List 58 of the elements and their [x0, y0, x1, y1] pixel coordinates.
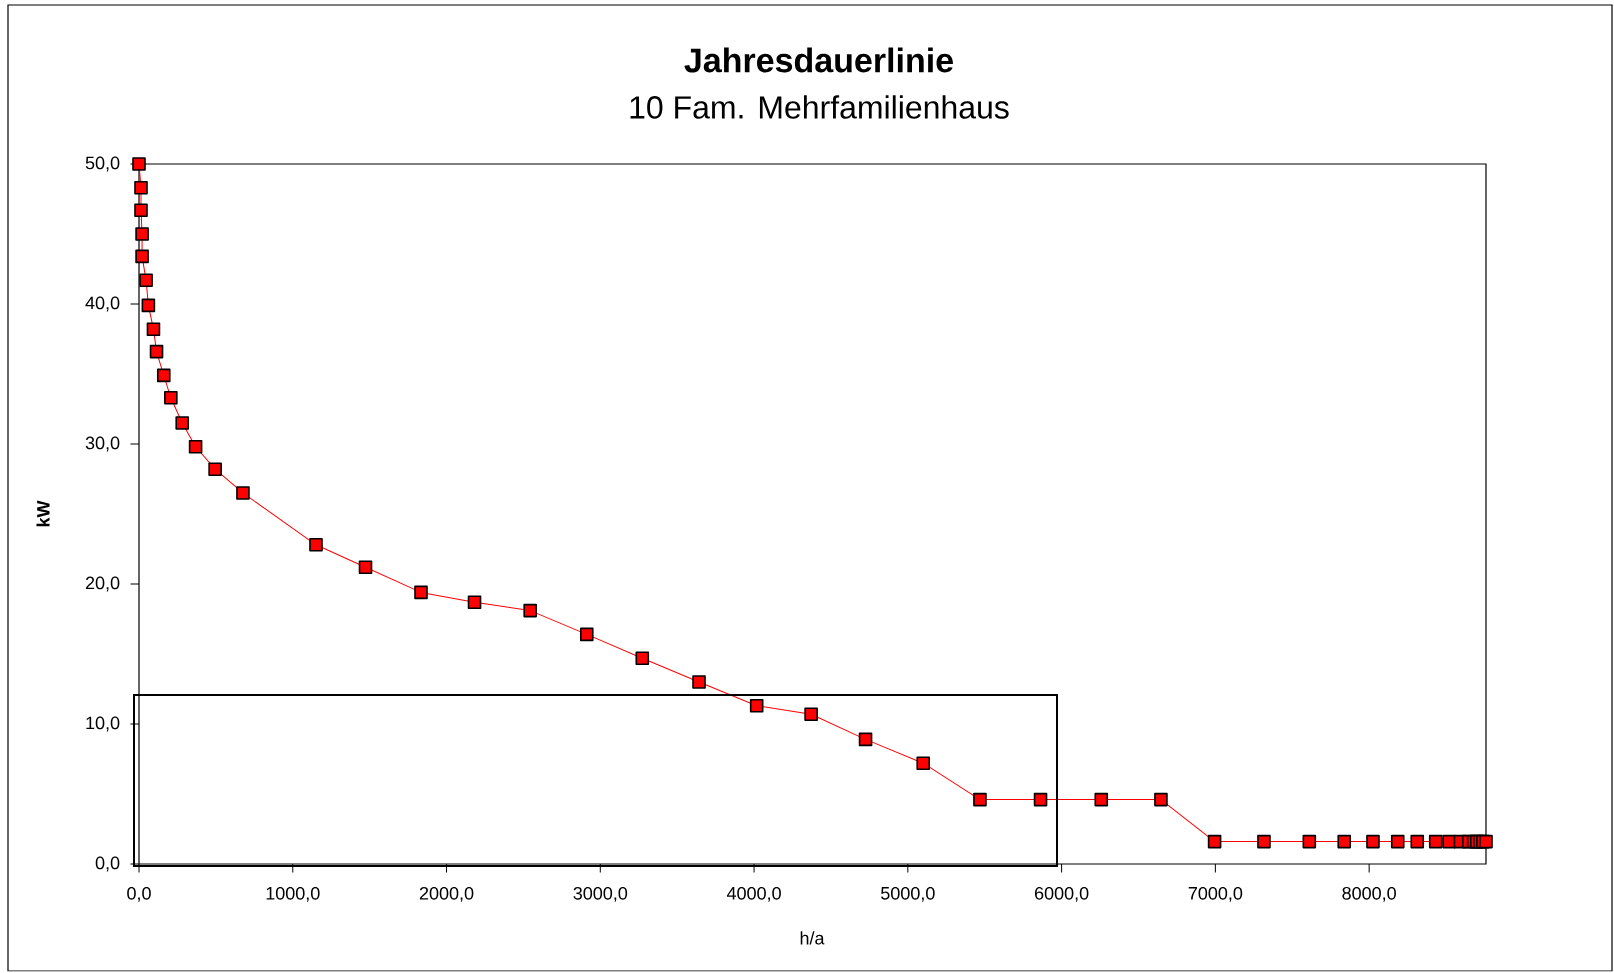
- point: [467, 595, 482, 609]
- point: [858, 732, 873, 747]
- x-axis-title: h/a: [800, 931, 825, 945]
- point: [134, 203, 148, 217]
- point: [1410, 834, 1425, 849]
- point: [1428, 834, 1443, 849]
- chart-subtitle: 10 Fam. Mehrfamilienhaus: [630, 95, 1009, 119]
- y-tick-label: 50,0: [85, 156, 120, 172]
- point: [1154, 792, 1168, 807]
- x-tick-label: 3000,0: [573, 886, 628, 902]
- point: [1257, 834, 1271, 849]
- point: [1094, 792, 1109, 807]
- y-tick-label: 30,0: [85, 436, 120, 452]
- point: [236, 486, 250, 500]
- y-tick-label: 10,0: [86, 716, 120, 732]
- point: [208, 462, 222, 476]
- point: [973, 792, 987, 807]
- x-tick-label: 1000,0: [266, 886, 320, 902]
- point: [414, 585, 428, 600]
- point: [523, 603, 537, 618]
- point: [1390, 834, 1405, 849]
- point: [149, 344, 164, 359]
- point: [135, 227, 149, 241]
- x-tick-label: 2000,0: [419, 886, 474, 902]
- point: [132, 157, 146, 171]
- x-tick-label: 5000,0: [881, 886, 935, 902]
- point: [749, 698, 764, 713]
- point: [358, 560, 373, 574]
- y-tick-label: 40,0: [85, 296, 120, 312]
- point: [188, 439, 203, 454]
- chart-title: Jahresdauerlinie: [684, 47, 953, 73]
- y-tick-label: 20,0: [85, 576, 120, 592]
- point: [1033, 792, 1048, 807]
- x-tick-label: 7000,0: [1188, 886, 1243, 902]
- point: [164, 390, 178, 405]
- point: [635, 651, 650, 665]
- point: [146, 322, 161, 336]
- y-axis-title: kW: [36, 500, 50, 527]
- x-tick-label: 8000,0: [1342, 886, 1396, 902]
- point: [1207, 834, 1222, 849]
- y-tick-label: 0,0: [95, 856, 120, 872]
- point: [692, 675, 706, 689]
- point: [175, 416, 190, 430]
- point: [139, 273, 153, 287]
- point: [1337, 834, 1352, 849]
- point: [309, 537, 323, 552]
- point: [916, 756, 931, 770]
- point: [579, 627, 594, 642]
- x-tick-label: 0,0: [127, 886, 151, 902]
- point: [1366, 834, 1380, 849]
- point: [156, 368, 171, 383]
- x-tick-label: 4000,0: [726, 886, 781, 902]
- point: [141, 298, 156, 313]
- point: [134, 180, 148, 195]
- x-tick-label: 6000,0: [1034, 886, 1089, 902]
- point: [1302, 834, 1317, 849]
- point: [804, 707, 818, 721]
- point: [135, 249, 149, 264]
